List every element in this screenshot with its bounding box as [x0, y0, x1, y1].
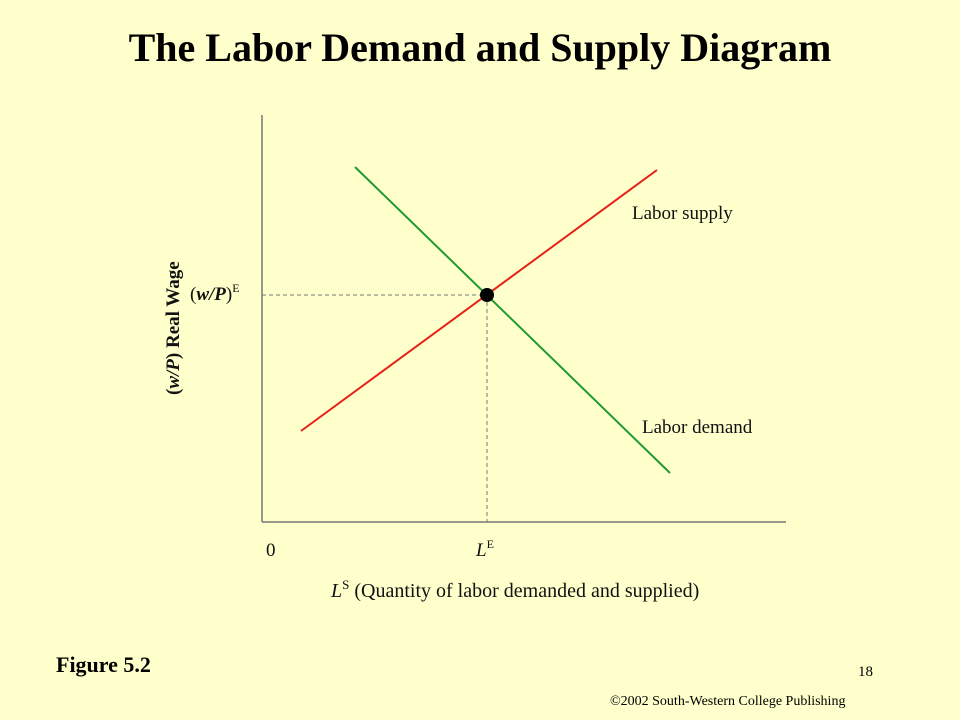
- copyright-notice: ©2002 South-Western College Publishing: [610, 694, 846, 709]
- origin-label: 0: [266, 540, 276, 561]
- slide-title: The Labor Demand and Supply Diagram: [128, 25, 832, 70]
- x-axis-label: LS (Quantity of labor demanded and suppl…: [330, 577, 699, 602]
- equilibrium-quantity-label: LE: [475, 537, 494, 561]
- labor-demand-label: Labor demand: [642, 417, 753, 438]
- page-number: 18: [858, 664, 873, 680]
- equilibrium-wage-label: (w/P)E: [190, 281, 240, 305]
- equilibrium-point: [480, 288, 494, 302]
- labor-supply-curve: [300, 169, 658, 432]
- figure-label: Figure 5.2: [56, 652, 151, 677]
- labor-demand-curve: [354, 166, 671, 474]
- y-axis-label: (w/P) Real Wage: [163, 261, 184, 395]
- labor-supply-label: Labor supply: [632, 203, 733, 224]
